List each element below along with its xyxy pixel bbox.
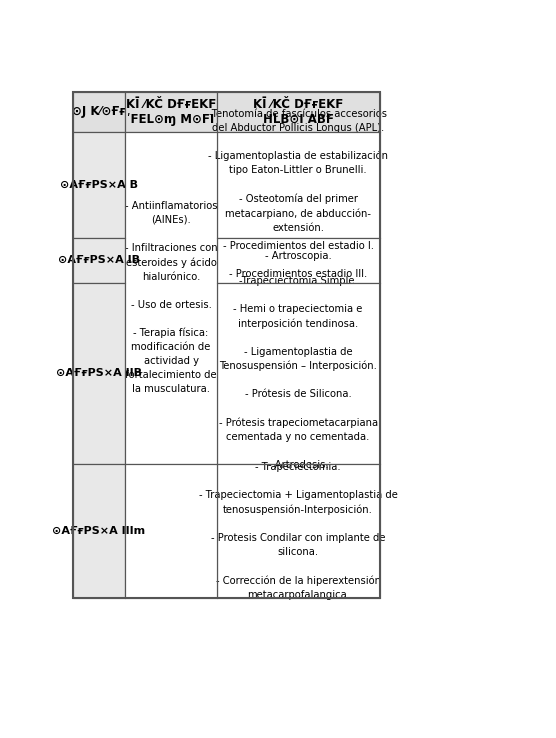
- Text: KĪ ⁄KČ DҒғEKF
HLB⊙I ABF: KĪ ⁄KČ DҒғEKF HLB⊙I ABF: [253, 97, 343, 125]
- Text: -Tenotomía de fascículos accesorios
del Abductor Pollicis Longus (APL).

- Ligam: -Tenotomía de fascículos accesorios del …: [208, 108, 388, 261]
- Bar: [217, 463, 380, 599]
- Bar: [73, 131, 125, 238]
- Bar: [217, 283, 380, 463]
- Bar: [73, 283, 125, 463]
- Text: KĪ ⁄KČ DҒғEKF
ʹFEL⊙ɱ M⊙FI: KĪ ⁄KČ DҒғEKF ʹFEL⊙ɱ M⊙FI: [126, 97, 216, 125]
- Bar: [73, 463, 125, 599]
- Bar: [217, 92, 380, 131]
- Text: - Trapeciectomia.

- Trapeciectomia + Ligamentoplastia de
tenosuspensión-Interpo: - Trapeciectomia. - Trapeciectomia + Lig…: [198, 462, 398, 600]
- Bar: [125, 463, 217, 599]
- Text: ⊙AҒғPS×A IB: ⊙AҒғPS×A IB: [58, 255, 140, 265]
- Text: ⊙J K⁄⊙Ғғ: ⊙J K⁄⊙Ғғ: [72, 105, 126, 118]
- Text: ⊙AҒғPS×A B: ⊙AҒғPS×A B: [60, 180, 138, 190]
- Text: ⊙AҒғPS×A IIB: ⊙AҒғPS×A IIB: [56, 368, 142, 378]
- Text: - Antiinflamatorios
(AINEs).

- Infiltraciones con
esteroides y ácido
hialurónic: - Antiinflamatorios (AINEs). - Infiltrac…: [125, 201, 217, 394]
- Bar: [73, 92, 125, 131]
- Bar: [73, 238, 125, 283]
- Bar: [125, 131, 217, 463]
- Text: -Trapeciectomia Simple.

- Hemi o trapeciectomia e
interposición tendinosa.

- L: -Trapeciectomia Simple. - Hemi o trapeci…: [219, 276, 378, 470]
- Bar: [217, 131, 380, 238]
- Bar: [217, 238, 380, 283]
- Text: - Procedimientos del estadio I.

- Procedimientos estadio III.: - Procedimientos del estadio I. - Proced…: [222, 241, 374, 279]
- Bar: [125, 92, 217, 131]
- Text: ⊙AҒғPS×A IIIm: ⊙AҒғPS×A IIIm: [52, 526, 146, 536]
- Bar: [73, 92, 380, 599]
